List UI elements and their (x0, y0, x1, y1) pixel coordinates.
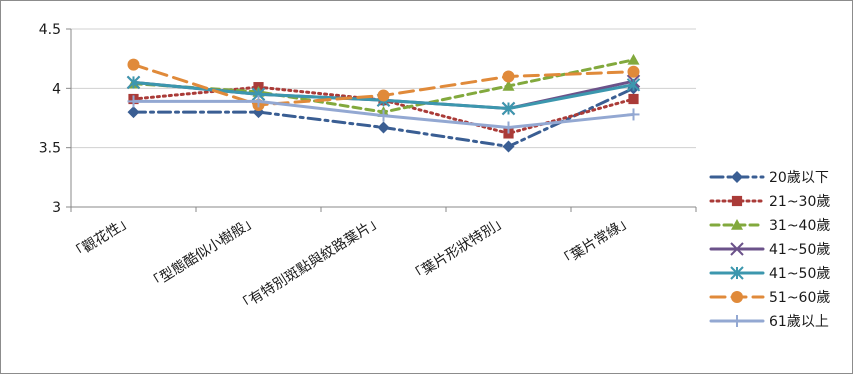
legend-item: 21~30歲 (709, 194, 830, 210)
data-point (127, 95, 140, 108)
data-point (501, 101, 516, 116)
data-point (627, 53, 640, 65)
legend-item: 41~50歲 (709, 242, 830, 258)
legend-item: 41~50歲 (709, 266, 830, 282)
legend-marker (731, 315, 743, 327)
series-7 (127, 95, 640, 134)
data-point (627, 65, 640, 78)
data-point (127, 106, 140, 119)
legend-item: 51~60歲 (709, 290, 830, 306)
legend-marker (730, 242, 744, 256)
legend-item: 31~40歲 (709, 218, 830, 234)
legend-item: 61歲以上 (709, 314, 829, 330)
y-tick-label: 3.5 (39, 141, 61, 157)
x-tick-label: 「觀花性」 (68, 213, 136, 264)
data-point (502, 140, 515, 153)
data-point (377, 109, 390, 122)
legend-label: 41~50歲 (769, 266, 830, 282)
legend: 20歲以下 21~30歲 31~40歲 41~50歲 41~50歲 51~60歲 61歲以上 (709, 170, 830, 330)
x-tick-label: 「葉片形狀特別」 (407, 213, 510, 286)
data-point (502, 79, 515, 91)
y-tick-label: 4.5 (39, 22, 61, 38)
legend-marker (731, 219, 743, 230)
y-tick-label: 4 (52, 81, 61, 97)
data-point (377, 121, 390, 134)
legend-marker (730, 266, 744, 280)
legend-label: 31~40歲 (769, 218, 830, 234)
legend-item: 20歲以下 (709, 170, 829, 186)
legend-label: 41~50歲 (769, 242, 830, 258)
legend-label: 51~60歲 (769, 290, 830, 306)
data-point (502, 121, 515, 134)
legend-label: 21~30歲 (769, 194, 830, 210)
legend-marker (731, 195, 743, 207)
data-point (377, 89, 390, 102)
legend-marker (731, 171, 743, 183)
legend-marker (731, 291, 743, 303)
data-point (627, 108, 640, 121)
data-point (126, 75, 141, 90)
series-6 (127, 58, 640, 111)
data-point (252, 95, 265, 108)
series-lines (126, 53, 641, 153)
legend-label: 20歲以下 (769, 170, 829, 186)
data-point (628, 93, 639, 105)
x-tick-label: 「葉片常綠」 (556, 213, 636, 271)
y-tick-label: 3 (52, 200, 61, 216)
x-tick-label: 「型態酷似小樹般」 (145, 213, 260, 293)
legend-label: 61歲以上 (769, 314, 829, 330)
data-point (502, 70, 515, 83)
data-point (127, 58, 140, 71)
series-3 (127, 53, 640, 117)
data-point (626, 78, 641, 92)
